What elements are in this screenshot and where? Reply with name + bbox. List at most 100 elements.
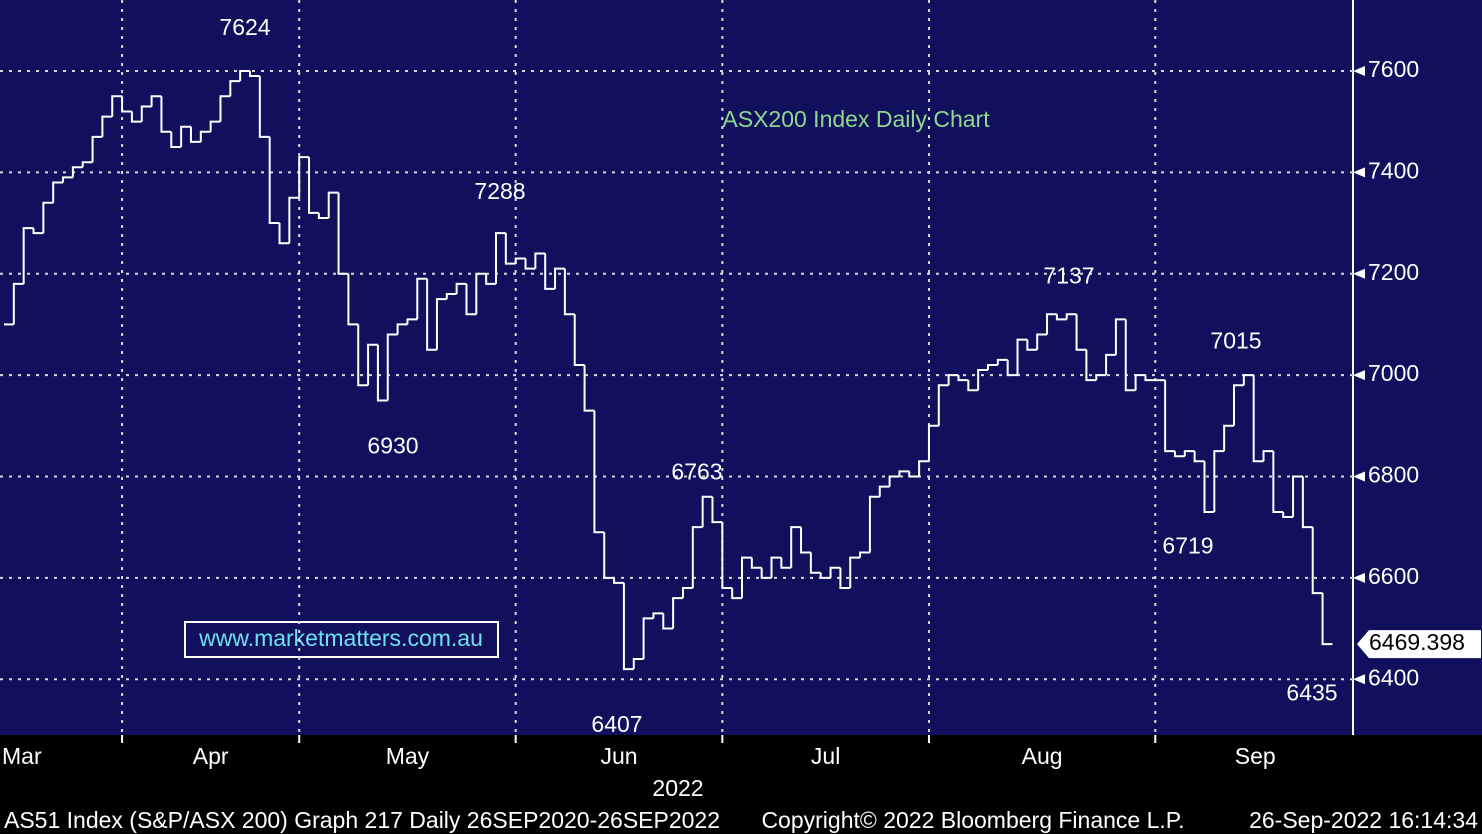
price-step bbox=[652, 612, 664, 619]
price-step bbox=[662, 613, 674, 630]
price-step bbox=[180, 125, 191, 147]
price-step bbox=[987, 363, 998, 371]
last-price-tag bbox=[1357, 630, 1481, 659]
last-price-label: 6469.398 bbox=[1369, 629, 1465, 655]
price-step bbox=[81, 161, 93, 168]
price-step bbox=[859, 551, 870, 558]
price-step bbox=[613, 577, 624, 584]
price-step bbox=[219, 95, 231, 122]
price-step bbox=[278, 223, 290, 245]
price-step bbox=[593, 410, 605, 534]
price-step bbox=[445, 293, 457, 300]
price-step bbox=[1134, 374, 1146, 391]
price-step bbox=[534, 252, 546, 269]
price-step bbox=[632, 657, 644, 670]
price-step bbox=[996, 358, 1008, 365]
price-step bbox=[1203, 461, 1215, 513]
y-tick-label: 6800 bbox=[1368, 462, 1419, 488]
price-step bbox=[32, 228, 44, 235]
price-step bbox=[485, 273, 496, 285]
price-step bbox=[681, 587, 693, 599]
price-step bbox=[1006, 359, 1018, 377]
price-step bbox=[1016, 338, 1028, 376]
price-step bbox=[288, 196, 300, 244]
price-step bbox=[691, 526, 703, 588]
year-label: 2022 bbox=[652, 775, 703, 801]
price-step bbox=[130, 111, 142, 123]
x-tick-label: Sep bbox=[1235, 743, 1276, 769]
price-step bbox=[563, 268, 575, 316]
price-step bbox=[524, 258, 536, 270]
price-step bbox=[603, 532, 615, 579]
x-tick-label: Apr bbox=[193, 743, 229, 769]
price-step bbox=[396, 323, 408, 335]
price-step bbox=[868, 495, 880, 553]
price-step bbox=[790, 526, 802, 568]
y-tick-label: 7000 bbox=[1368, 360, 1419, 386]
price-step bbox=[701, 495, 713, 528]
annotation: 6763 bbox=[671, 458, 722, 484]
price-step bbox=[465, 283, 477, 316]
price-step bbox=[298, 156, 310, 198]
price-step bbox=[1164, 380, 1175, 453]
annotation: 7624 bbox=[219, 14, 270, 40]
price-step bbox=[947, 374, 959, 386]
price-step bbox=[1026, 339, 1038, 351]
price-step bbox=[91, 135, 103, 163]
price-step bbox=[249, 70, 260, 78]
price-step bbox=[347, 273, 359, 326]
price-step bbox=[1321, 593, 1333, 646]
price-step bbox=[170, 131, 182, 148]
price-step bbox=[1292, 475, 1303, 518]
annotation: 7015 bbox=[1210, 328, 1261, 354]
watermark: www.marketmatters.com.au bbox=[198, 625, 483, 651]
price-step bbox=[386, 333, 398, 401]
price-step bbox=[918, 460, 929, 477]
price-step bbox=[1065, 313, 1077, 320]
annotation: 6435 bbox=[1286, 680, 1337, 706]
price-step bbox=[1223, 424, 1234, 452]
price-step bbox=[829, 566, 841, 578]
price-step bbox=[327, 191, 339, 218]
y-tick-label: 6400 bbox=[1368, 664, 1419, 690]
price-step bbox=[809, 552, 821, 574]
price-step bbox=[1095, 374, 1107, 381]
price-step bbox=[554, 267, 565, 289]
y-tick-mark bbox=[1353, 471, 1365, 482]
price-step bbox=[121, 96, 132, 113]
price-step bbox=[475, 272, 487, 315]
price-step bbox=[1242, 374, 1254, 386]
footer-right: 26-Sep-2022 16:14:34 bbox=[1249, 807, 1478, 833]
price-step bbox=[435, 298, 447, 350]
price-step bbox=[268, 136, 280, 225]
y-tick-mark bbox=[1353, 268, 1365, 279]
price-step bbox=[839, 567, 851, 589]
price-step bbox=[878, 485, 890, 497]
price-step bbox=[504, 233, 516, 265]
footer-center: Copyright© 2022 Bloomberg Finance L.P. bbox=[761, 807, 1184, 833]
y-tick-mark bbox=[1353, 674, 1365, 685]
price-step bbox=[229, 80, 241, 97]
annotation: 7288 bbox=[474, 178, 525, 204]
price-step bbox=[1282, 511, 1294, 519]
price-step bbox=[1173, 451, 1185, 458]
price-step bbox=[1311, 527, 1323, 595]
price-step bbox=[642, 617, 654, 659]
x-tick-label: Jun bbox=[600, 743, 637, 769]
price-step bbox=[908, 471, 920, 478]
price-step bbox=[1075, 314, 1087, 351]
y-tick-mark bbox=[1353, 370, 1365, 381]
watermark-box bbox=[184, 621, 499, 658]
price-step bbox=[819, 572, 831, 579]
x-tick-label: Mar bbox=[2, 743, 42, 769]
price-step bbox=[583, 364, 595, 412]
footer-left: AS51 Index (S&P/ASX 200) Graph 217 Daily… bbox=[4, 807, 720, 833]
price-step bbox=[426, 278, 437, 351]
price-step bbox=[111, 95, 123, 117]
price-step bbox=[927, 424, 939, 462]
price-step bbox=[1301, 476, 1313, 529]
plot-background bbox=[0, 0, 1482, 735]
price-step bbox=[376, 344, 388, 402]
price-step bbox=[52, 181, 64, 203]
price-step bbox=[672, 597, 683, 629]
